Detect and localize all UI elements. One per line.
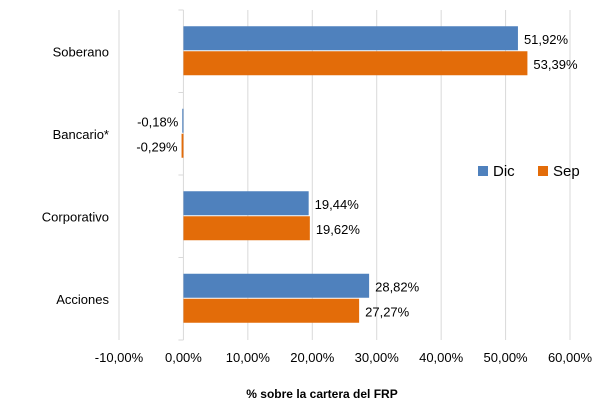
category-labels: Soberano Bancario* Corporativo Acciones [42, 44, 110, 307]
bar-dic-bancario [182, 108, 184, 133]
x-tick-label: 40,00% [419, 350, 464, 365]
data-labels: 51,92% 53,39% -0,18% -0,29% 19,44% 19,62% 28,8… [136, 32, 578, 320]
legend-label-sep: Sep [553, 163, 580, 180]
bar-dic-corporativo [183, 191, 309, 216]
category-label-corporativo: Corporativo [42, 209, 109, 224]
legend-swatch-dic [478, 166, 488, 176]
data-label-dic-acciones: 28,82% [375, 279, 420, 294]
legend-swatch-sep [538, 166, 548, 176]
x-tick-label: 60,00% [548, 350, 593, 365]
data-label-dic-soberano: 51,92% [524, 32, 569, 47]
bar-sep-acciones [183, 298, 360, 323]
bar-dic-acciones [183, 273, 370, 298]
category-label-acciones: Acciones [56, 292, 109, 307]
bar-dic-soberano [183, 26, 518, 51]
data-label-sep-acciones: 27,27% [365, 304, 410, 319]
x-tick-label: 10,00% [226, 350, 271, 365]
bar-sep-bancario [181, 133, 184, 158]
x-axis-title: % sobre la cartera del FRP [246, 387, 397, 401]
bars [181, 26, 528, 323]
x-tick-label: -10,00% [95, 350, 144, 365]
x-tick-label: 50,00% [484, 350, 529, 365]
x-tick-label: 20,00% [290, 350, 335, 365]
x-tick-labels: -10,00% 0,00% 10,00% 20,00% 30,00% 40,00% 50,0… [95, 350, 593, 365]
data-label-sep-soberano: 53,39% [533, 57, 578, 72]
data-label-dic-bancario: -0,18% [137, 114, 179, 129]
bar-sep-corporativo [183, 216, 310, 241]
x-tick-label: 30,00% [355, 350, 400, 365]
category-label-soberano: Soberano [53, 44, 109, 59]
data-label-sep-bancario: -0,29% [136, 139, 178, 154]
x-tick-label: 0,00% [165, 350, 202, 365]
category-label-bancario: Bancario* [53, 127, 109, 142]
legend: Dic Sep [478, 163, 580, 180]
bar-sep-soberano [183, 51, 528, 76]
legend-label-dic: Dic [493, 163, 515, 180]
data-label-sep-corporativo: 19,62% [316, 222, 361, 237]
data-label-dic-corporativo: 19,44% [315, 197, 360, 212]
